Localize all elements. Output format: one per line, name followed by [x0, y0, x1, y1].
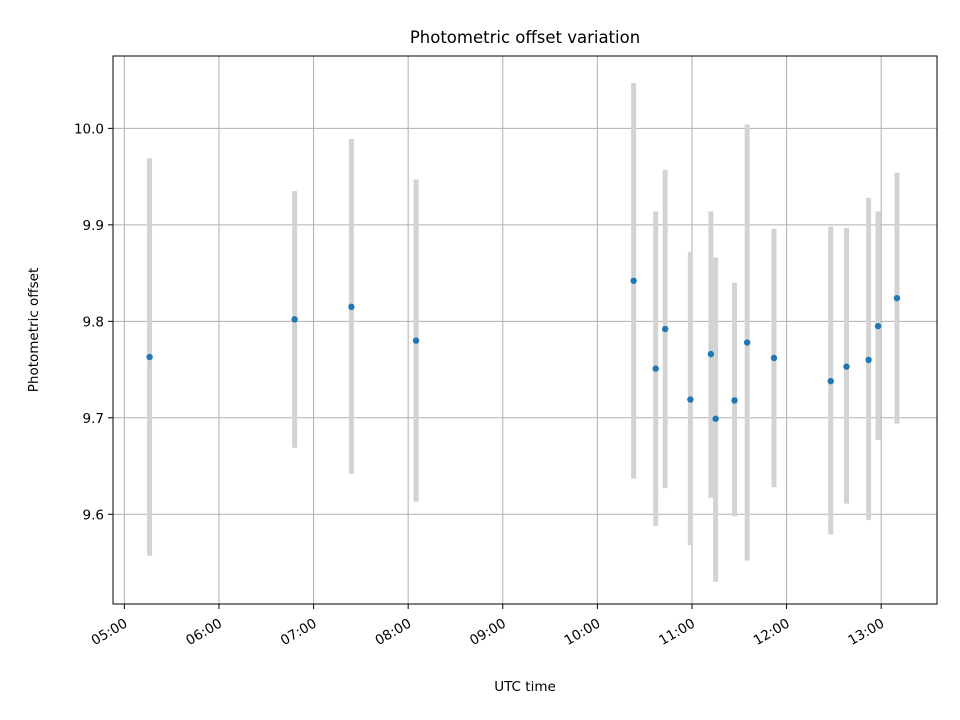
- chart-title: Photometric offset variation: [410, 28, 640, 47]
- data-point: [743, 339, 751, 346]
- data-points: [146, 277, 901, 422]
- data-point: [661, 325, 669, 333]
- y-tick-label: 10.0: [74, 121, 104, 137]
- data-point: [687, 396, 694, 403]
- data-point: [348, 303, 355, 311]
- data-point: [865, 356, 872, 364]
- y-axis-label: Photometric offset: [26, 268, 42, 392]
- plot-area-frame: [112, 55, 938, 605]
- y-axis-ticks: 9.6 9.7 9.8 9.9 10.0: [74, 121, 113, 523]
- data-point: [893, 294, 901, 302]
- data-point: [827, 377, 834, 385]
- data-point: [146, 353, 153, 361]
- data-point: [412, 337, 420, 344]
- data-point: [712, 415, 719, 422]
- data-point: [843, 363, 850, 370]
- data-point: [770, 354, 778, 362]
- y-tick-label: 9.8: [83, 314, 104, 330]
- data-point: [630, 277, 637, 284]
- y-tick-label: 9.7: [83, 411, 104, 427]
- x-axis-label: UTC time: [494, 679, 556, 695]
- data-point: [652, 365, 659, 372]
- y-tick-label: 9.9: [83, 218, 104, 234]
- data-point: [731, 397, 738, 404]
- grid: [113, 56, 937, 604]
- data-point: [291, 316, 298, 323]
- data-point: [707, 350, 715, 358]
- data-point: [874, 322, 882, 330]
- y-tick-label: 9.6: [83, 507, 104, 523]
